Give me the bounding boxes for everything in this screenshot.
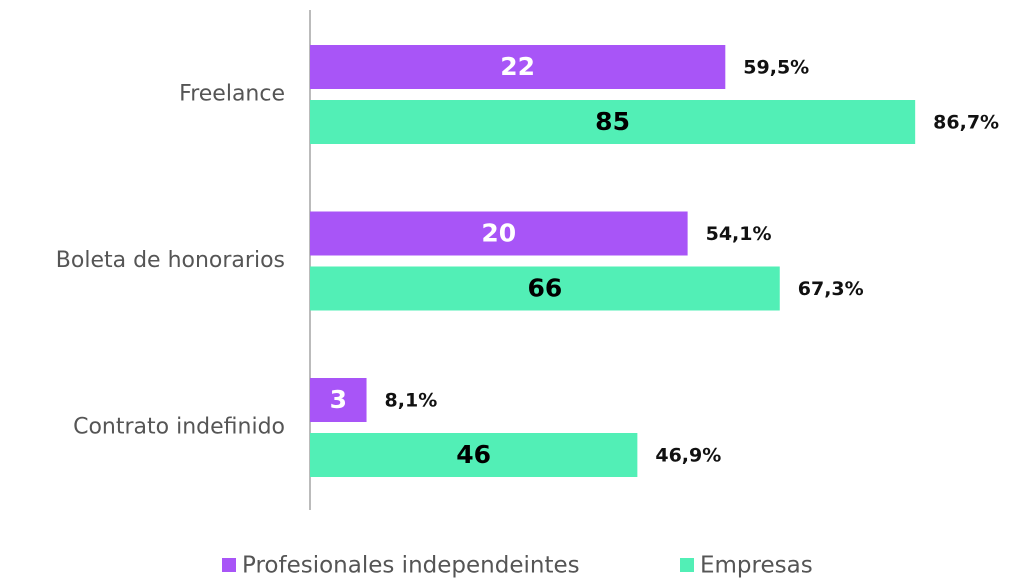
count-label: 22 — [500, 52, 535, 81]
bar — [310, 266, 780, 311]
legend-swatch — [222, 558, 236, 572]
value-label: 8,1% — [385, 390, 438, 412]
category-label: Boleta de honorarios — [56, 248, 285, 273]
count-label: 20 — [481, 219, 516, 248]
count-label: 66 — [527, 274, 562, 303]
bar — [310, 211, 688, 256]
value-label: 86,7% — [933, 112, 999, 134]
bar — [310, 433, 638, 477]
value-label: 67,3% — [798, 278, 864, 300]
value-label: 59,5% — [743, 57, 809, 79]
category-label: Freelance — [179, 82, 285, 107]
legend-label: Empresas — [700, 553, 813, 579]
legend-label: Profesionales independeintes — [242, 553, 580, 579]
bar — [310, 45, 726, 89]
count-label: 85 — [595, 107, 630, 136]
legend-swatch — [680, 558, 694, 572]
value-label: 46,9% — [655, 445, 721, 467]
category-label: Contrato indefinido — [73, 415, 285, 440]
value-label: 54,1% — [706, 223, 772, 245]
bar — [310, 100, 916, 144]
bar — [310, 378, 367, 422]
count-label: 3 — [330, 385, 347, 414]
count-label: 46 — [456, 440, 491, 469]
